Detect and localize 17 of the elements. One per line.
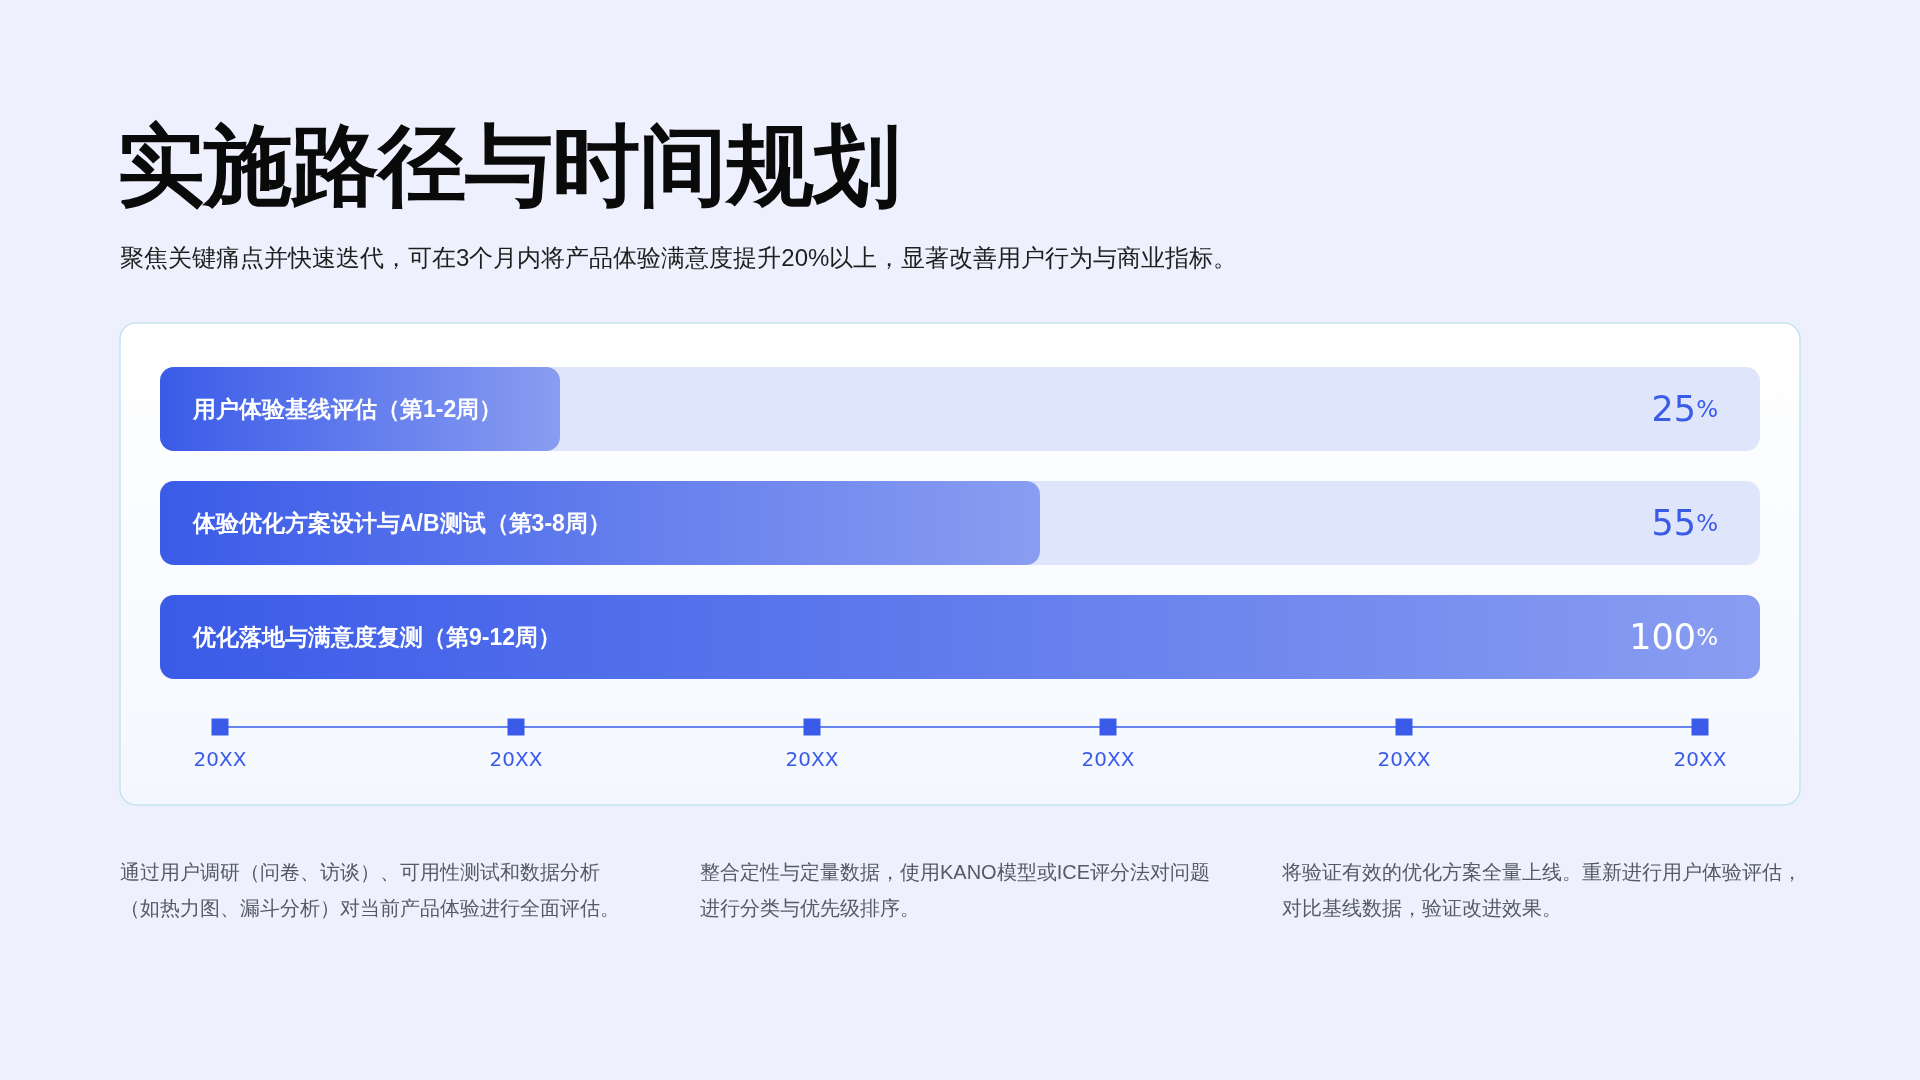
text: 将验证有效的优化方案全量上线。重新进行用户体验评估，对比基线数据，验证改进效果。 [1282, 860, 1803, 921]
data-label: 55% [1651, 503, 1718, 543]
chart-title: 实施路径与时间规划 [117, 115, 900, 217]
y-tick-label: 体验优化方案设计与A/B测试（第3-8周） [192, 510, 611, 536]
data-label: 25% [1651, 389, 1718, 429]
text: 通过用户调研（问卷、访谈）、可用性测试和数据分析（如热力图、漏斗分析）对当前产品体验进行全面评估。 [120, 860, 621, 921]
chart-subtitle: 聚焦关键痛点并快速迭代，可在3个月内将产品体验满意度提升20%以上，显著改善用户行为与商业指标。 [120, 243, 1238, 273]
text: 20XX [193, 747, 247, 771]
y-tick-label: 优化落地与满意度复测（第9-12周） [192, 624, 562, 650]
y-tick-label: 用户体验基线评估（第1-2周） [192, 396, 503, 422]
data-label: 100% [1629, 617, 1718, 657]
text: 20XX [785, 747, 839, 771]
text: 20XX [489, 747, 543, 771]
text: 整合定性与定量数据，使用KANO模型或ICE评分法对问题进行分类与优先级排序。 [700, 860, 1212, 921]
text: 20XX [1081, 747, 1135, 771]
text: 20XX [1673, 747, 1727, 771]
text: 20XX [1377, 747, 1431, 771]
